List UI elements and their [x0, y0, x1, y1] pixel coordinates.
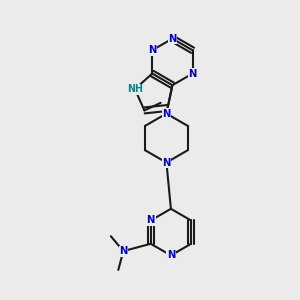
Text: NH: NH: [127, 84, 143, 94]
Text: N: N: [162, 158, 171, 167]
Text: N: N: [167, 250, 175, 260]
Text: N: N: [162, 109, 171, 118]
Text: N: N: [119, 246, 128, 256]
Text: N: N: [188, 69, 197, 79]
Text: N: N: [146, 215, 155, 226]
Text: N: N: [148, 45, 156, 55]
Text: N: N: [168, 34, 177, 44]
